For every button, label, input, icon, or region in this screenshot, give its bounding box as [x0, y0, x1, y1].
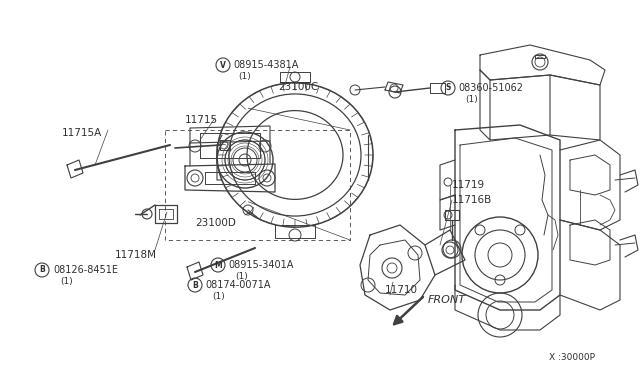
Text: 23100C: 23100C: [278, 82, 318, 92]
Text: 11718M: 11718M: [115, 250, 157, 260]
Text: 08360-51062: 08360-51062: [458, 83, 523, 93]
Text: 11719: 11719: [452, 180, 485, 190]
Text: S: S: [445, 83, 451, 93]
Text: 23100D: 23100D: [195, 218, 236, 228]
Text: (1): (1): [212, 292, 225, 301]
Text: (1): (1): [60, 277, 73, 286]
Text: M: M: [214, 260, 222, 269]
Text: (1): (1): [465, 95, 477, 104]
Text: (1): (1): [235, 272, 248, 281]
Text: V: V: [220, 61, 226, 70]
Text: 08915-3401A: 08915-3401A: [228, 260, 293, 270]
Text: B: B: [39, 266, 45, 275]
Text: B: B: [192, 280, 198, 289]
Text: 11716B: 11716B: [452, 195, 492, 205]
Text: X :30000P: X :30000P: [549, 353, 595, 362]
Text: FRONT: FRONT: [428, 295, 466, 305]
Text: (1): (1): [238, 72, 251, 81]
Text: 08174-0071A: 08174-0071A: [205, 280, 271, 290]
Text: 11715A: 11715A: [62, 128, 102, 138]
Text: 08126-8451E: 08126-8451E: [53, 265, 118, 275]
Text: 08915-4381A: 08915-4381A: [233, 60, 298, 70]
Text: 11710: 11710: [385, 285, 418, 295]
Text: 11715: 11715: [185, 115, 218, 125]
